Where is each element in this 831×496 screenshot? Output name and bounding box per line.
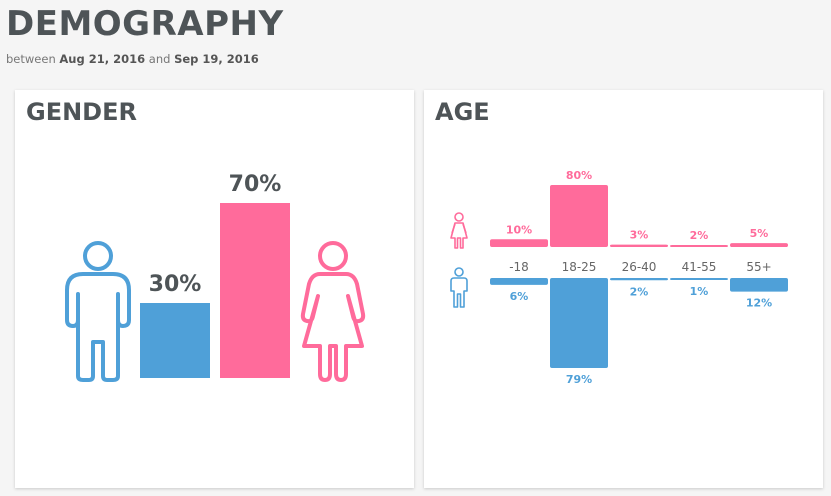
age-female-bar-4 bbox=[730, 243, 788, 247]
age-female-bar-1 bbox=[550, 185, 608, 247]
age-category-label-3: 41-55 bbox=[682, 260, 717, 274]
male-small-icon bbox=[450, 267, 468, 308]
age-male-bar-0 bbox=[490, 278, 548, 285]
date-start: Aug 21, 2016 bbox=[59, 52, 146, 66]
age-category-label-0: -18 bbox=[509, 260, 529, 274]
female-small-icon bbox=[450, 212, 468, 249]
age-male-bar-3 bbox=[670, 278, 728, 280]
gender-card: GENDER 30% 70% bbox=[15, 90, 414, 488]
date-mid: and bbox=[148, 52, 171, 66]
female-figure-icon bbox=[300, 241, 366, 382]
date-range: between Aug 21, 2016 and Sep 19, 2016 bbox=[6, 52, 284, 66]
page-title: DEMOGRAPHY bbox=[6, 4, 284, 44]
page-header: DEMOGRAPHY between Aug 21, 2016 and Sep … bbox=[6, 2, 284, 66]
age-chart: 10% -18 6% 80% 18-25 79% 3% 26-40 2% 2% 41-55 1% 5% 5… bbox=[450, 169, 788, 386]
age-male-label-4: 12% bbox=[746, 297, 772, 310]
age-category-label-1: 18-25 bbox=[562, 260, 597, 274]
age-male-bar-4 bbox=[730, 278, 788, 292]
gender-card-title: GENDER bbox=[26, 98, 137, 126]
age-male-label-3: 1% bbox=[690, 285, 709, 298]
age-category-label-4: 55+ bbox=[746, 260, 771, 274]
age-female-label-1: 80% bbox=[566, 169, 592, 182]
date-prefix: between bbox=[6, 52, 56, 66]
gender-bar-female bbox=[220, 203, 290, 378]
gender-bar-label-male: 30% bbox=[149, 272, 202, 297]
gender-bar-male bbox=[140, 303, 210, 378]
date-end: Sep 19, 2016 bbox=[174, 52, 259, 66]
age-male-label-1: 79% bbox=[566, 373, 592, 386]
age-male-label-2: 2% bbox=[630, 285, 649, 298]
age-female-label-3: 2% bbox=[690, 229, 709, 242]
age-female-label-4: 5% bbox=[750, 227, 769, 240]
age-category-label-2: 26-40 bbox=[622, 260, 657, 274]
age-female-bar-0 bbox=[490, 239, 548, 247]
age-female-label-2: 3% bbox=[630, 229, 649, 242]
age-female-label-0: 10% bbox=[506, 223, 532, 236]
age-female-bar-3 bbox=[670, 245, 728, 247]
age-card: AGE 10% -18 6% 80% 18-25 79% 3% 26-40 2% 2% 41-55 1… bbox=[424, 90, 823, 488]
age-bars: 10% -18 6% 80% 18-25 79% 3% 26-40 2% 2% 41-55 1% 5% 5… bbox=[490, 169, 788, 386]
age-male-bar-1 bbox=[550, 278, 608, 368]
age-female-bar-2 bbox=[610, 244, 668, 247]
male-figure-icon bbox=[65, 241, 131, 382]
gender-chart: 30% 70% bbox=[65, 172, 366, 382]
gender-bars: 30% 70% bbox=[140, 172, 290, 378]
gender-bar-label-female: 70% bbox=[229, 172, 282, 197]
age-card-title: AGE bbox=[435, 98, 490, 126]
age-male-bar-2 bbox=[610, 278, 668, 281]
age-male-label-0: 6% bbox=[510, 290, 529, 303]
